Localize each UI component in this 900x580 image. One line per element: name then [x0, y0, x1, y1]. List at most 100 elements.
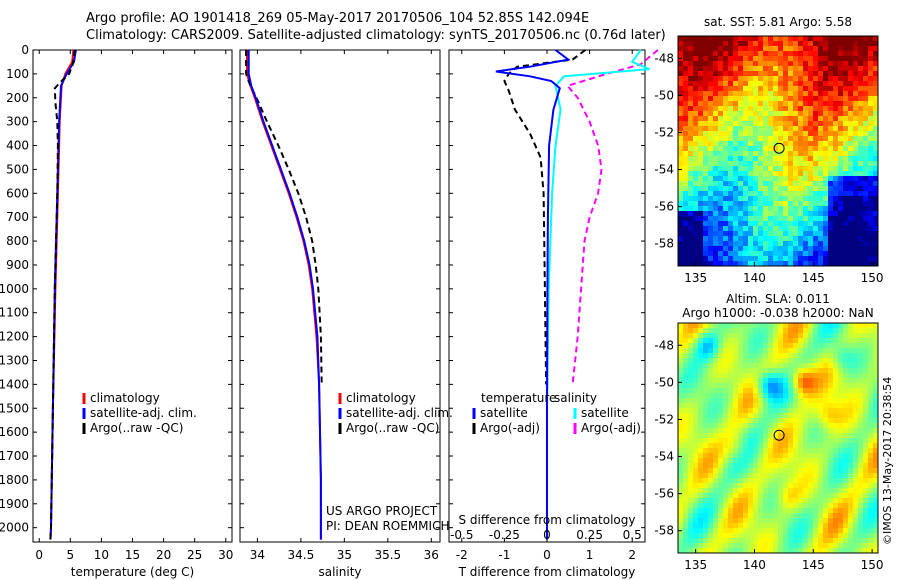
sla-map-cell	[683, 483, 689, 489]
sla-map-cell	[698, 348, 704, 354]
temp-legend-label: satellite-adj. clim.	[90, 406, 197, 420]
sla-map-cell	[678, 533, 684, 539]
sla-map-cell	[708, 343, 714, 349]
sst-map-cell	[848, 126, 854, 132]
sst-map-cell	[868, 66, 874, 72]
sst-map-cell	[828, 101, 834, 107]
sla-map-cell	[798, 503, 804, 509]
sst-map-cell	[753, 166, 759, 172]
sla-map-cell	[803, 363, 809, 369]
sla-map-cell	[743, 438, 749, 444]
sla-map-cell	[738, 493, 744, 499]
sst-map-cell	[868, 46, 874, 52]
sla-map-cell	[808, 483, 814, 489]
sst-map-cell	[848, 51, 854, 57]
sst-map-cell	[698, 76, 704, 82]
sla-map-cell	[748, 448, 754, 454]
sla-map-cell	[713, 393, 719, 399]
sst-map-cell	[718, 196, 724, 202]
sla-map-cell	[818, 323, 824, 329]
sst-map-cell	[743, 236, 749, 242]
sst-map-cell	[813, 211, 819, 217]
sst-map-cell	[808, 101, 814, 107]
sst-map-cell	[758, 106, 764, 112]
sst-map-cell	[873, 36, 879, 42]
sla-map-cell	[743, 348, 749, 354]
sst-map-cell	[853, 251, 859, 257]
sla-map-cell	[763, 523, 769, 529]
sla-map-cell	[828, 338, 834, 344]
sst-map-cell	[723, 66, 729, 72]
sst-map-cell	[863, 56, 869, 62]
sst-map-cell	[798, 201, 804, 207]
sst-map-cell	[803, 176, 809, 182]
sla-map-cell	[688, 443, 694, 449]
sst-map-cell	[743, 66, 749, 72]
sst-map-cell	[753, 246, 759, 252]
sla-map-cell	[723, 413, 729, 419]
sst-map-cell	[733, 96, 739, 102]
sst-map-cell	[753, 81, 759, 87]
sst-map-cell	[733, 196, 739, 202]
sla-map-cell	[738, 368, 744, 374]
sst-map-cell	[793, 86, 799, 92]
sst-map-cell	[848, 106, 854, 112]
sla-map-cell	[783, 418, 789, 424]
sst-map-cell	[808, 226, 814, 232]
sst-map-cell	[753, 231, 759, 237]
sst-map-cell	[723, 51, 729, 57]
sla-map-cell	[728, 343, 734, 349]
sst-map-cell	[833, 181, 839, 187]
sst-map-cell	[798, 136, 804, 142]
sst-map-cell	[848, 61, 854, 67]
sla-map-cell	[843, 448, 849, 454]
sla-map-cell	[848, 398, 854, 404]
sdiff-legend-label: satellite	[581, 406, 629, 420]
sla-map-cell	[693, 508, 699, 514]
sst-map-cell	[838, 231, 844, 237]
sst-map-cell	[683, 231, 689, 237]
sla-map-cell	[753, 528, 759, 534]
sst-map-cell	[683, 136, 689, 142]
sla-map-cell	[788, 328, 794, 334]
sla-map-cell	[843, 363, 849, 369]
sst-map-cell	[873, 71, 879, 77]
sst-map-cell	[688, 121, 694, 127]
sla-map-cell	[863, 473, 869, 479]
sla-map-cell	[693, 333, 699, 339]
sla-map-cell	[703, 463, 709, 469]
sla-map-cell	[678, 358, 684, 364]
sst-map-cell	[688, 231, 694, 237]
sla-map-cell	[818, 403, 824, 409]
sla-map-cell	[688, 478, 694, 484]
sst-map-cell	[863, 81, 869, 87]
sst-map-cell	[863, 51, 869, 57]
sst-map-cell	[868, 61, 874, 67]
sst-map-cell	[873, 196, 879, 202]
sla-map-cell	[838, 453, 844, 459]
sst-map-cell	[808, 171, 814, 177]
sst-map-title: sat. SST: 5.81 Argo: 5.58	[704, 15, 852, 29]
sst-map-cell	[828, 136, 834, 142]
sst-map-cell	[783, 76, 789, 82]
sst-map-cell	[723, 201, 729, 207]
sst-map-cell	[758, 151, 764, 157]
sla-map-cell	[733, 368, 739, 374]
sla-map-cell	[853, 528, 859, 534]
sla-map-cell	[848, 343, 854, 349]
sla-map-cell	[683, 323, 689, 329]
sla-map-cell	[738, 323, 744, 329]
sst-map-cell	[813, 231, 819, 237]
sst-map-cell	[793, 46, 799, 52]
sst-map-cell	[803, 86, 809, 92]
sla-map-cell	[798, 483, 804, 489]
sst-map-cell	[763, 156, 769, 162]
sst-map-cell	[778, 86, 784, 92]
sst-map-cell	[798, 231, 804, 237]
sla-map-cell	[828, 463, 834, 469]
sst-map-cell	[708, 141, 714, 147]
sla-map-cell	[823, 343, 829, 349]
sst-map-cell	[708, 56, 714, 62]
sla-map-cell	[838, 498, 844, 504]
sst-map-cell	[678, 81, 684, 87]
